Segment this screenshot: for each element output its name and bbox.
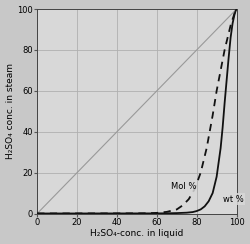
- Text: Mol %: Mol %: [171, 183, 196, 192]
- Y-axis label: H₂SO₄ conc. in steam: H₂SO₄ conc. in steam: [6, 63, 15, 159]
- X-axis label: H₂SO₄-conc. in liquid: H₂SO₄-conc. in liquid: [90, 229, 184, 238]
- Text: wt %: wt %: [222, 195, 243, 204]
